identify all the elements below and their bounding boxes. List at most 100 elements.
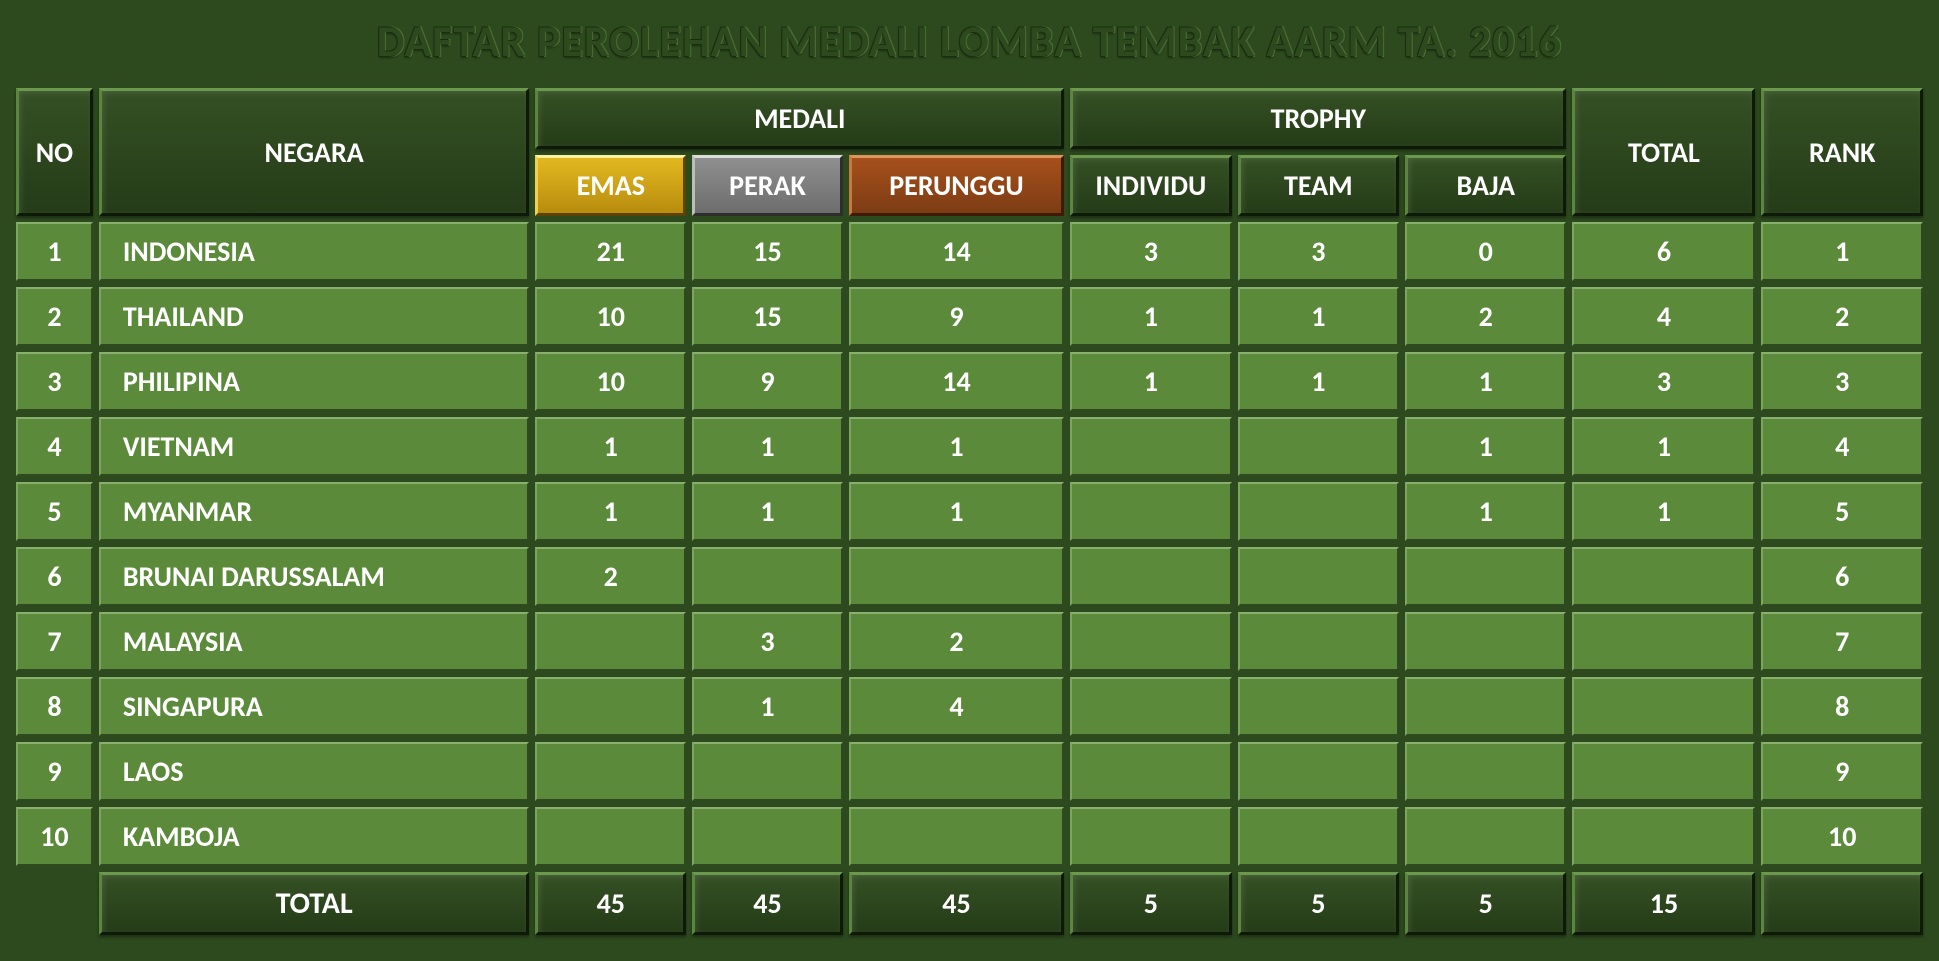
- col-team: TEAM: [1238, 155, 1399, 216]
- cell-total: [1572, 742, 1755, 801]
- col-medali: MEDALI: [535, 88, 1064, 149]
- cell-no: 2: [16, 287, 93, 346]
- cell-rank: 7: [1761, 612, 1923, 671]
- cell-baja: [1405, 612, 1566, 671]
- cell-baja: 1: [1405, 417, 1566, 476]
- cell-baja: 2: [1405, 287, 1566, 346]
- cell-perunggu: [849, 547, 1064, 606]
- col-rank: RANK: [1761, 88, 1923, 216]
- cell-perunggu: [849, 807, 1064, 866]
- cell-no: 5: [16, 482, 93, 541]
- col-total: TOTAL: [1572, 88, 1755, 216]
- col-trophy: TROPHY: [1070, 88, 1566, 149]
- cell-team: [1238, 807, 1399, 866]
- col-perunggu: PERUNGGU: [849, 155, 1064, 216]
- col-individu: INDIVIDU: [1070, 155, 1231, 216]
- cell-rank: 5: [1761, 482, 1923, 541]
- cell-no: 9: [16, 742, 93, 801]
- col-emas: EMAS: [535, 155, 686, 216]
- cell-negara: MALAYSIA: [99, 612, 530, 671]
- totals-emas: 45: [535, 872, 686, 935]
- cell-no: 3: [16, 352, 93, 411]
- totals-row: TOTAL 45 45 45 5 5 5 15: [16, 872, 1923, 935]
- cell-emas: [535, 612, 686, 671]
- totals-perunggu: 45: [849, 872, 1064, 935]
- cell-perunggu: 14: [849, 222, 1064, 281]
- cell-team: 1: [1238, 287, 1399, 346]
- table-row: 9LAOS9: [16, 742, 1923, 801]
- cell-negara: BRUNAI DARUSSALAM: [99, 547, 530, 606]
- cell-no: 8: [16, 677, 93, 736]
- cell-emas: 10: [535, 352, 686, 411]
- cell-perunggu: 1: [849, 417, 1064, 476]
- cell-rank: 10: [1761, 807, 1923, 866]
- totals-rank: [1761, 872, 1923, 935]
- table-row: 1INDONESIA21151433061: [16, 222, 1923, 281]
- table-row: 5MYANMAR111115: [16, 482, 1923, 541]
- cell-emas: [535, 807, 686, 866]
- col-perak: PERAK: [692, 155, 843, 216]
- cell-rank: 4: [1761, 417, 1923, 476]
- cell-perunggu: 9: [849, 287, 1064, 346]
- table-row: 8SINGAPURA148: [16, 677, 1923, 736]
- cell-total: 1: [1572, 482, 1755, 541]
- page-title: DAFTAR PEROLEHAN MEDALI LOMBA TEMBAK AAR…: [10, 14, 1929, 68]
- cell-negara: LAOS: [99, 742, 530, 801]
- cell-team: [1238, 677, 1399, 736]
- totals-perak: 45: [692, 872, 843, 935]
- cell-emas: [535, 742, 686, 801]
- cell-perak: [692, 807, 843, 866]
- cell-total: [1572, 807, 1755, 866]
- totals-team: 5: [1238, 872, 1399, 935]
- table-row: 2THAILAND1015911242: [16, 287, 1923, 346]
- cell-individu: [1070, 547, 1231, 606]
- cell-negara: PHILIPINA: [99, 352, 530, 411]
- cell-team: [1238, 417, 1399, 476]
- cell-perunggu: 4: [849, 677, 1064, 736]
- cell-rank: 9: [1761, 742, 1923, 801]
- col-no: NO: [16, 88, 93, 216]
- cell-no: 10: [16, 807, 93, 866]
- cell-negara: VIETNAM: [99, 417, 530, 476]
- cell-rank: 6: [1761, 547, 1923, 606]
- cell-total: 1: [1572, 417, 1755, 476]
- cell-negara: MYANMAR: [99, 482, 530, 541]
- cell-team: [1238, 612, 1399, 671]
- cell-perunggu: [849, 742, 1064, 801]
- cell-individu: [1070, 742, 1231, 801]
- cell-perak: 15: [692, 287, 843, 346]
- table-row: 6BRUNAI DARUSSALAM26: [16, 547, 1923, 606]
- cell-total: [1572, 677, 1755, 736]
- totals-total: 15: [1572, 872, 1755, 935]
- cell-emas: 10: [535, 287, 686, 346]
- cell-individu: [1070, 417, 1231, 476]
- cell-perunggu: 1: [849, 482, 1064, 541]
- medal-table: NO NEGARA MEDALI TROPHY TOTAL RANK EMAS …: [10, 82, 1929, 941]
- cell-baja: [1405, 807, 1566, 866]
- cell-individu: 1: [1070, 352, 1231, 411]
- cell-rank: 8: [1761, 677, 1923, 736]
- cell-team: 3: [1238, 222, 1399, 281]
- cell-negara: KAMBOJA: [99, 807, 530, 866]
- cell-emas: 1: [535, 482, 686, 541]
- cell-perunggu: 14: [849, 352, 1064, 411]
- cell-emas: 1: [535, 417, 686, 476]
- col-baja: BAJA: [1405, 155, 1566, 216]
- cell-perak: 1: [692, 482, 843, 541]
- cell-total: 6: [1572, 222, 1755, 281]
- cell-baja: 1: [1405, 352, 1566, 411]
- totals-spacer: [16, 872, 93, 935]
- cell-individu: [1070, 482, 1231, 541]
- table-row: 10KAMBOJA10: [16, 807, 1923, 866]
- cell-rank: 1: [1761, 222, 1923, 281]
- totals-label: TOTAL: [99, 872, 530, 935]
- cell-perak: 1: [692, 417, 843, 476]
- cell-individu: [1070, 677, 1231, 736]
- cell-perak: [692, 742, 843, 801]
- cell-individu: [1070, 612, 1231, 671]
- cell-perak: 9: [692, 352, 843, 411]
- cell-baja: 1: [1405, 482, 1566, 541]
- cell-total: [1572, 547, 1755, 606]
- table-row: 3PHILIPINA1091411133: [16, 352, 1923, 411]
- cell-no: 7: [16, 612, 93, 671]
